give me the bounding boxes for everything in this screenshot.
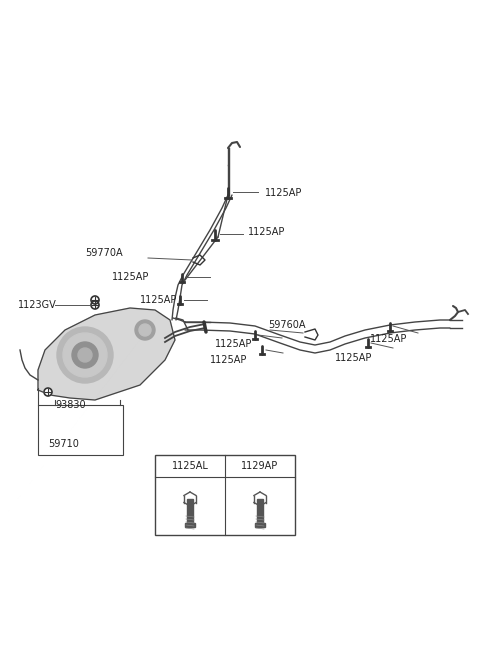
Text: 1129AP: 1129AP bbox=[241, 461, 278, 471]
Bar bbox=[255, 523, 265, 527]
Text: 1125AL: 1125AL bbox=[171, 461, 208, 471]
Text: 1125AP: 1125AP bbox=[335, 353, 372, 363]
Text: 59770A: 59770A bbox=[85, 248, 122, 258]
Bar bbox=[257, 499, 263, 524]
Text: 59710: 59710 bbox=[48, 439, 79, 449]
Text: 1125AP: 1125AP bbox=[210, 355, 247, 365]
Text: 1125AP: 1125AP bbox=[265, 188, 302, 198]
Text: 1125AP: 1125AP bbox=[112, 272, 149, 282]
Circle shape bbox=[91, 296, 99, 304]
Text: 93830: 93830 bbox=[55, 400, 85, 410]
Circle shape bbox=[139, 324, 151, 336]
Circle shape bbox=[135, 320, 155, 340]
Polygon shape bbox=[38, 308, 175, 400]
Bar bbox=[187, 499, 193, 524]
Bar bbox=[38, 405, 123, 455]
Bar bbox=[185, 523, 195, 527]
Circle shape bbox=[44, 388, 52, 396]
Circle shape bbox=[78, 348, 92, 362]
Text: 1125AP: 1125AP bbox=[215, 339, 252, 349]
Text: 1123GV: 1123GV bbox=[18, 300, 57, 310]
Circle shape bbox=[63, 333, 107, 377]
Text: 59760A: 59760A bbox=[268, 320, 305, 330]
Bar bbox=[155, 455, 295, 535]
Circle shape bbox=[72, 342, 98, 368]
Text: 1125AP: 1125AP bbox=[248, 227, 286, 237]
Circle shape bbox=[91, 301, 99, 309]
Circle shape bbox=[57, 327, 113, 383]
Text: 1125AP: 1125AP bbox=[140, 295, 178, 305]
Text: 1125AP: 1125AP bbox=[370, 334, 408, 344]
